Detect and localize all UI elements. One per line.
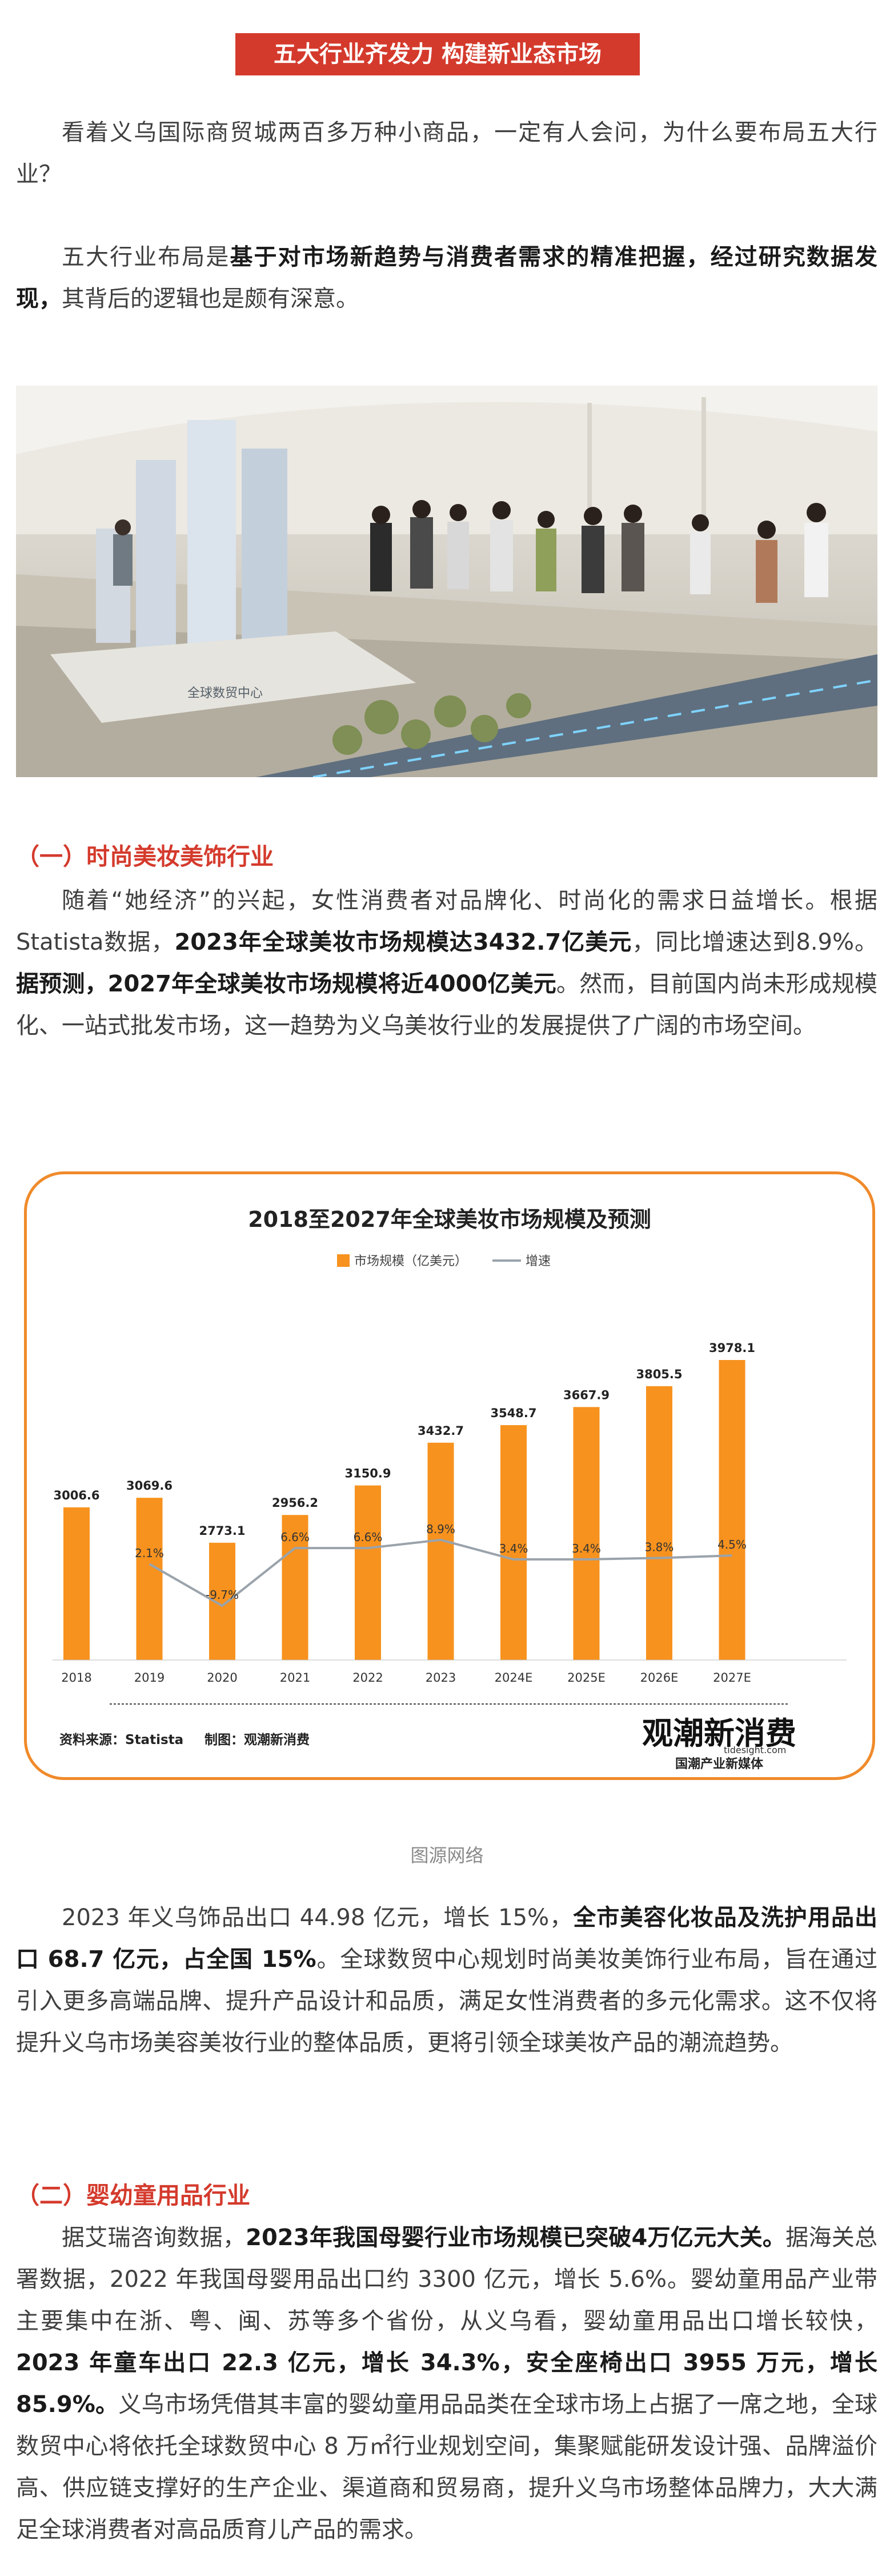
legend-bar-label: 市场规模（亿美元）: [354, 1254, 467, 1269]
chart-x-tick-2024E: 2024E: [495, 1671, 533, 1685]
chart-value-label-2026E: 3805.5: [636, 1367, 682, 1381]
model-sign-text: 全球数贸中心: [187, 686, 263, 701]
chart-x-tick-2027E: 2027E: [713, 1671, 751, 1685]
chart-growth-line: [149, 1538, 732, 1607]
chart-bar-2026E: [646, 1386, 672, 1660]
market-size-chart: 2018至2027年全球美妆市场规模及预测 市场规模（亿美元） 增速 3006.…: [53, 1207, 847, 1771]
chart-x-tick-2020: 2020: [207, 1671, 237, 1685]
s1p2-text-a: 2023 年义乌饰品出口 44.98 亿元，增长 15%，: [62, 1905, 574, 1931]
chart-bar-2018: [63, 1507, 90, 1660]
s1p1-bold-b: 2023年全球美妆市场规模达3432.7亿美元: [174, 929, 632, 955]
chart-source: 资料来源：Statista: [59, 1733, 183, 1747]
section-banner: 五大行业齐发力 构建新业态市场: [235, 33, 640, 75]
chart-value-label-2018: 3006.6: [53, 1489, 99, 1502]
s1p2-bold-b: 全市美容化妆品及洗护用品出口 68.7 亿元，占全国 15%: [16, 1905, 878, 1973]
chart-growth-label-2023: 8.9%: [426, 1522, 455, 1536]
chart-legend: 市场规模（亿美元） 增速: [337, 1254, 551, 1269]
chart-value-label-2020: 2773.1: [199, 1524, 245, 1538]
chart-value-label-2025E: 3667.9: [563, 1388, 610, 1402]
chart-logo-url: tidesight.com: [724, 1745, 786, 1755]
chart-x-tick-2021: 2021: [280, 1671, 310, 1685]
chart-growth-label-2024E: 3.4%: [499, 1542, 528, 1555]
chart-growth-label-2027E: 4.5%: [717, 1538, 747, 1551]
chart-value-label-2022: 3150.9: [344, 1467, 391, 1481]
chart-growth-label-2021: 6.6%: [280, 1530, 310, 1544]
chart-title: 2018至2027年全球美妆市场规模及预测: [248, 1207, 651, 1232]
s1p1-text-c: ，同比增速达到8.9%。: [632, 929, 878, 955]
s1p1-text-a: 随着“她经济”的兴起，女性消费者对品牌化、时尚化的需求日益增长。根据Statis…: [16, 887, 877, 955]
chart-x-tick-2018: 2018: [61, 1671, 91, 1685]
section1-title: （一）时尚美妆美饰行业: [16, 843, 274, 870]
chart-x-tick-2023: 2023: [426, 1671, 456, 1685]
visitors-group: [113, 500, 828, 603]
chart-growth-label-2020: -9.7%: [206, 1588, 239, 1602]
chart-x-tick-2019: 2019: [134, 1671, 165, 1685]
intro-paragraph-1: 看着义乌国际商贸城两百多万种小商品，一定有人会问，为什么要布局五大行业？: [16, 119, 877, 187]
chart-x-tick-2026E: 2026E: [640, 1671, 679, 1685]
chart-bar-2025E: [573, 1407, 600, 1660]
section2-title: （二）婴幼童用品行业: [16, 2182, 250, 2209]
chart-x-tick-2022: 2022: [352, 1671, 383, 1685]
intro-p2-bold: 基于对市场新趋势与消费者需求的精准把握，经过研究数据发现，: [16, 244, 878, 312]
chart-growth-label-2025E: 3.4%: [572, 1542, 601, 1555]
chart-bar-2019: [136, 1498, 163, 1660]
chart-value-label-2021: 2956.2: [272, 1496, 318, 1510]
chart-bar-2022: [355, 1485, 381, 1660]
section2-paragraph-1: 据艾瑞咨询数据，2023年我国母婴行业市场规模已突破4万亿元大关。据海关总署数据…: [16, 2217, 877, 2551]
chart-bar-2024E: [500, 1425, 527, 1660]
s2p1-text-c: 据海关总署数据，2022 年我国母婴用品出口约 3300 亿元，增长 5.6%。…: [16, 2225, 877, 2334]
s1p2-text-c: 。全球数贸中心规划时尚美妆美饰行业布局，旨在通过引入更多高端品牌、提升产品设计和…: [16, 1946, 877, 2056]
chart-maker: 制图：观潮新消费: [205, 1732, 310, 1747]
chart-x-tick-2025E: 2025E: [567, 1671, 606, 1685]
section1-paragraph-1: 随着“她经济”的兴起，女性消费者对品牌化、时尚化的需求日益增长。根据Statis…: [16, 880, 877, 1047]
chart-value-label-2024E: 3548.7: [490, 1406, 536, 1420]
s2p1-text-a: 据艾瑞咨询数据，: [62, 2225, 246, 2251]
s2p1-text-e: 义乌市场凭借其丰富的婴幼童用品品类在全球市场上占据了一席之地，全球数贸中心将依托…: [16, 2391, 877, 2543]
intro-p2-text-end: 其背后的逻辑也是颇有深意。: [62, 286, 359, 312]
s1p1-text-e: 。然而，目前国内尚未形成规模化、一站式批发市场，这一趋势为义乌美妆行业的发展提供…: [16, 971, 878, 1039]
intro-p2-text: 五大行业布局是: [62, 244, 230, 270]
exhibition-photo-drawing: 全球数贸中心: [16, 386, 877, 777]
chart-growth-label-2019: 2.1%: [135, 1546, 164, 1560]
s2p1-bold-b: 2023年我国母婴行业市场规模已突破4万亿元大关。: [246, 2225, 786, 2251]
exhibition-photo: 全球数贸中心: [16, 386, 877, 777]
chart-bar-2027E: [719, 1360, 745, 1660]
chart-bar-2021: [282, 1515, 308, 1660]
legend-bar-swatch: [337, 1254, 350, 1267]
chart-growth-label-2022: 6.6%: [354, 1530, 383, 1544]
chart-value-label-2019: 3069.6: [126, 1479, 173, 1493]
image-caption: 图源网络: [410, 1845, 484, 1866]
intro-paragraph-2: 五大行业布局是基于对市场新趋势与消费者需求的精准把握，经过研究数据发现，其背后的…: [16, 237, 877, 320]
s1p1-bold-d: 据预测，2027年全球美妆市场规模将近4000亿美元: [16, 971, 556, 997]
section1-paragraph-2: 2023 年义乌饰品出口 44.98 亿元，增长 15%，全市美容化妆品及洗护用…: [16, 1897, 877, 2064]
chart-logo-text: 观潮新消费: [642, 1715, 796, 1751]
chart-logo-sub: 国潮产业新媒体: [675, 1757, 764, 1771]
legend-line-label: 增速: [526, 1254, 551, 1269]
chart-value-label-2023: 3432.7: [418, 1424, 464, 1438]
chart-value-label-2027E: 3978.1: [709, 1341, 755, 1355]
chart-growth-label-2026E: 3.8%: [645, 1540, 674, 1554]
s2p1-bold-d: 2023 年童车出口 22.3 亿元，增长 34.3%，安全座椅出口 3955 …: [16, 2350, 877, 2418]
chart-bar-2023: [427, 1442, 454, 1660]
